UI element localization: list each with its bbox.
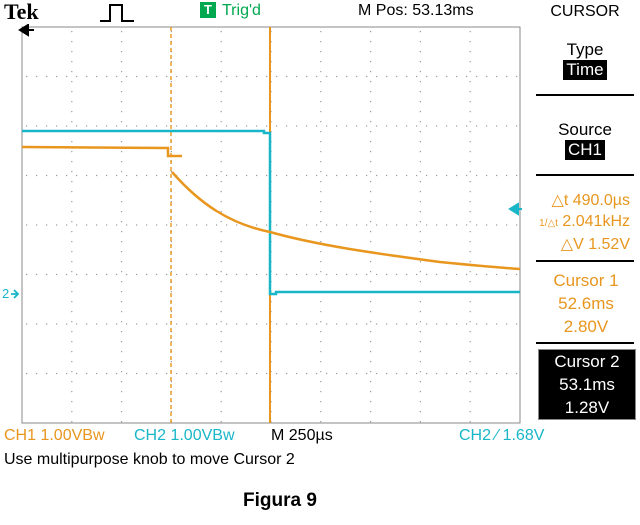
trigger-status: T Trig'd: [200, 2, 261, 20]
trigger-icon: T: [200, 2, 216, 18]
ch2-ground-marker: 2: [2, 286, 9, 301]
menu-title: CURSOR: [550, 3, 620, 20]
ch2-scale: CH2 1.00VBw: [134, 427, 235, 444]
source-value: CH1: [564, 140, 605, 160]
horizontal-position: M Pos: 53.13ms: [358, 2, 474, 19]
ch1-trace-high: [21, 145, 182, 158]
inverse-delta-icon: 1/△t: [539, 218, 558, 229]
cursor-1-button[interactable]: Cursor 1 52.6ms 2.80V: [553, 271, 619, 336]
delta-icon: △: [560, 236, 574, 253]
trigger-setting: CH2 ∕ 1.68V: [459, 427, 545, 444]
trigger-level-icon: [508, 202, 522, 216]
divider: [536, 342, 634, 344]
acquire-pulse-icon: [100, 4, 134, 22]
graticule-dots: [26, 31, 518, 423]
brand-logo: Tek: [4, 0, 39, 24]
ch1-trace-decay: [171, 171, 521, 271]
divider: [536, 94, 634, 96]
status-message: Use multipurpose knob to move Cursor 2: [4, 451, 295, 468]
trigger-position-icon: [18, 24, 34, 37]
cursor-menu: Type Time Source CH1 △t 490.0µs 1/△t 2.0…: [530, 24, 640, 424]
ch1-scale: CH1 1.00VBw: [4, 427, 105, 444]
figure-caption: Figura 9: [243, 490, 317, 511]
cursor-readout: △t 490.0µs 1/△t 2.041kHz △V 1.52V: [539, 192, 630, 253]
divider: [536, 174, 634, 176]
cursor-2-button[interactable]: Cursor 2 53.1ms 1.28V: [538, 349, 636, 420]
type-value: Time: [563, 60, 607, 80]
source-menu-button[interactable]: Source CH1: [558, 120, 612, 160]
ch2-ground-arrow-icon: [11, 289, 20, 299]
ch2-trace: [22, 129, 520, 296]
divider: [536, 260, 634, 262]
timebase: M 250µs: [271, 427, 333, 444]
status-bar: Tek T Trig'd M Pos: 53.13ms: [0, 0, 530, 24]
type-menu-button[interactable]: Type Time: [536, 40, 634, 80]
delta-icon: △: [551, 192, 564, 209]
waveform-display: 2: [2, 24, 522, 424]
